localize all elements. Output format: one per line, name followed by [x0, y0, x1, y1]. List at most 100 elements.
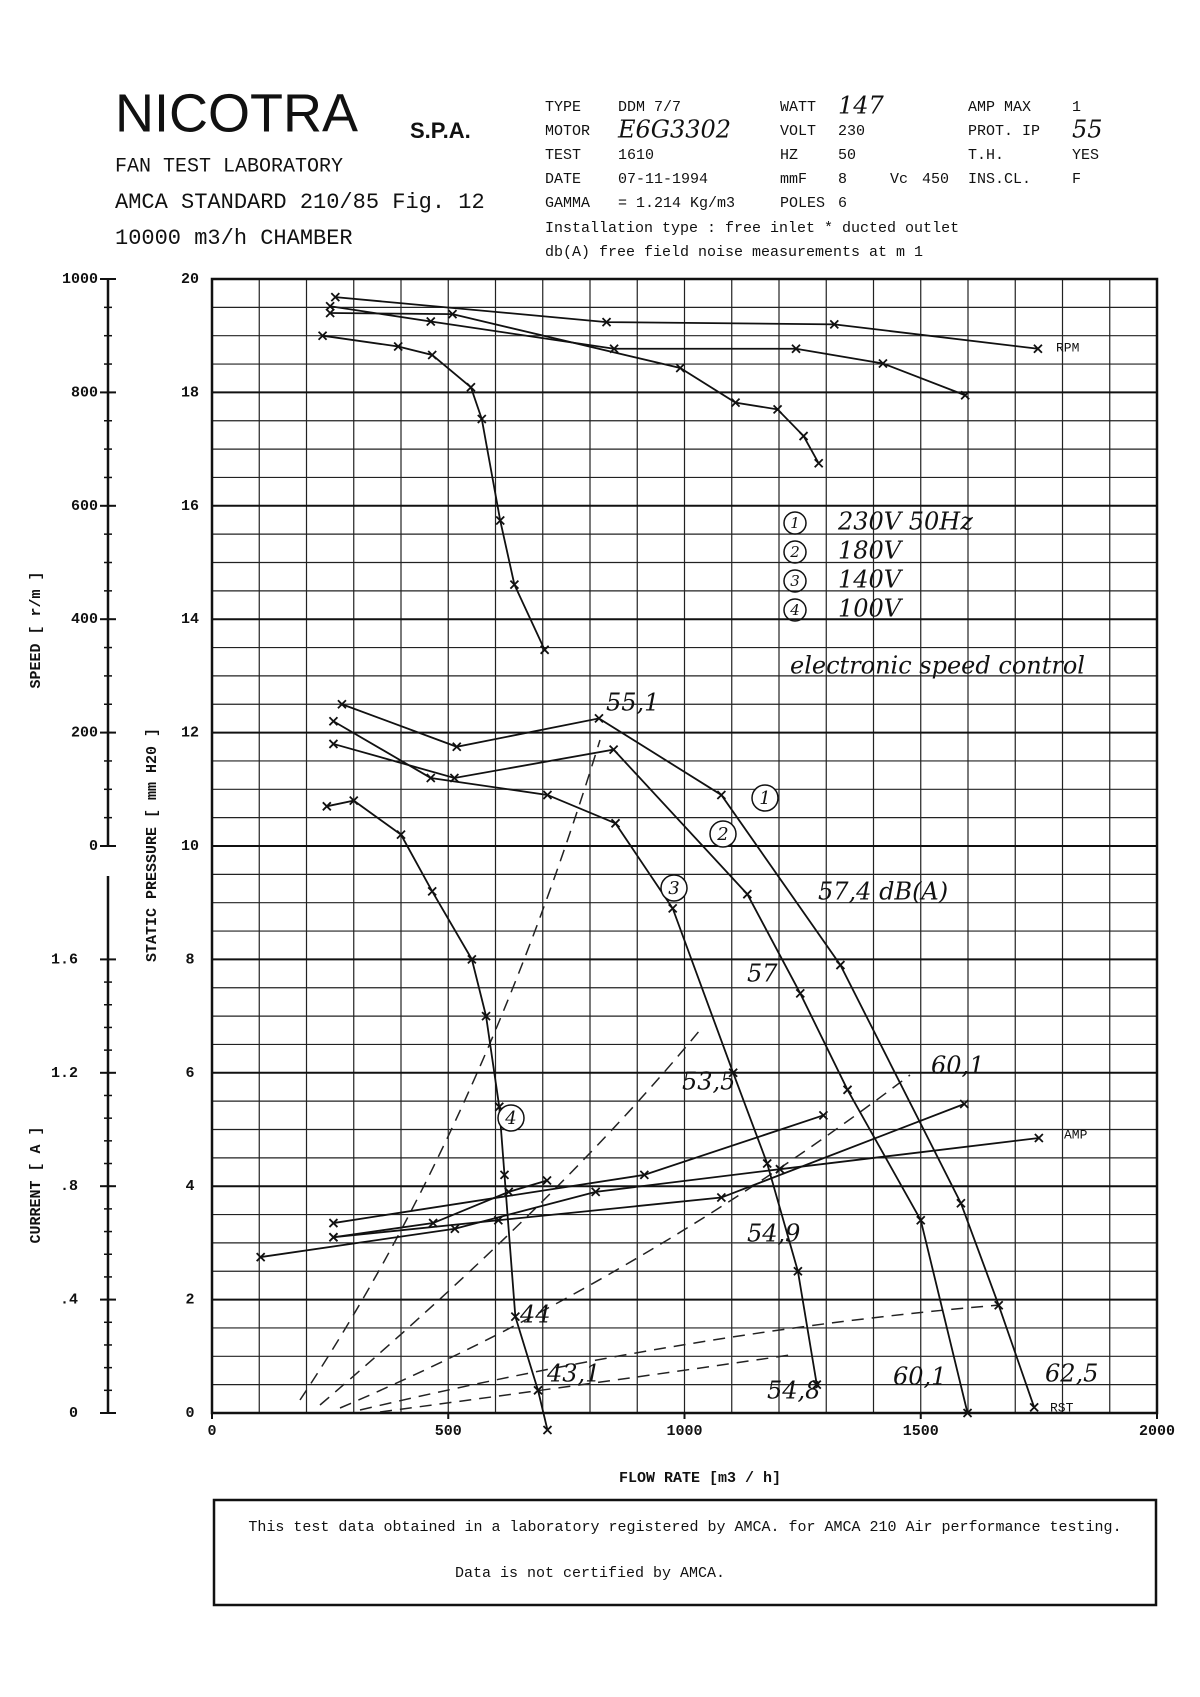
field-label: HZ [780, 147, 798, 164]
curve-marker [751, 784, 779, 812]
point [812, 1380, 822, 1390]
point [328, 1232, 339, 1242]
point [540, 645, 550, 655]
point [349, 796, 359, 806]
point [393, 341, 403, 352]
system-line [379, 1354, 791, 1413]
legend-marker [783, 598, 807, 622]
point [608, 744, 619, 755]
chamber: 10000 m3/h CHAMBER [115, 226, 353, 251]
legend-marker [783, 511, 807, 535]
noise-label: 54,9 [747, 1220, 800, 1248]
noise-system-lines [299, 739, 1001, 1413]
legend-entry: 230V 50Hz [837, 508, 973, 536]
point [842, 1085, 853, 1095]
y3-axis-label: CURRENT [ A ] [28, 1126, 45, 1243]
speed-curve [335, 296, 1039, 350]
y-axis-label: STATIC PRESSURE [ mm H20 ] [144, 728, 161, 962]
field-label: PROT. IP [968, 123, 1040, 140]
curve-marker [497, 1104, 525, 1132]
point [328, 716, 339, 726]
point [330, 292, 340, 302]
footer-box [212, 1498, 1158, 1607]
y2-tick-label: 1000 [62, 271, 98, 288]
point [601, 317, 612, 327]
speed-curve [322, 334, 546, 651]
y3-tick-label: .4 [60, 1292, 78, 1309]
point [499, 1170, 510, 1180]
point [510, 1311, 520, 1322]
curve-label: 1 [759, 788, 770, 809]
y-tick-label: 4 [185, 1178, 194, 1195]
point [994, 1300, 1004, 1310]
point [775, 1164, 785, 1174]
curve-label: 2 [716, 824, 728, 845]
point [542, 1175, 552, 1186]
point [772, 404, 783, 415]
point [730, 397, 741, 408]
y3-tick-label: 1.6 [51, 951, 78, 968]
point [466, 382, 476, 392]
curve-label: 4 [504, 1108, 516, 1129]
x-tick-label: 0 [207, 1423, 216, 1440]
point [450, 1224, 460, 1234]
x-tick-label: 1500 [903, 1423, 939, 1440]
curve-label: 3 [668, 878, 679, 899]
field-label: T.H. [968, 147, 1004, 164]
point [1034, 1133, 1044, 1143]
point [878, 358, 888, 369]
point [256, 1252, 266, 1262]
point [818, 1110, 829, 1120]
legend-entry: 180V [838, 537, 904, 565]
y3-tick-label: 1.2 [51, 1065, 78, 1082]
point [426, 773, 436, 783]
legend-marker [783, 540, 807, 564]
y-tick-label: 18 [181, 384, 199, 401]
noise-note: db(A) free field noise measurements at m… [545, 244, 923, 261]
point [829, 319, 839, 329]
current-curve [333, 1114, 824, 1224]
x-tick-label: 2000 [1139, 1423, 1175, 1440]
field-label: TYPE [545, 99, 581, 116]
field-value: 55 [1072, 116, 1103, 144]
point [328, 1218, 339, 1228]
point [317, 331, 328, 341]
y2-tick-label: 600 [71, 498, 98, 515]
current-curve [260, 1137, 1039, 1258]
y3-tick-label: 0 [69, 1405, 78, 1422]
end-label: RST [1050, 1400, 1074, 1415]
noise-label: 55,1 [606, 689, 659, 717]
noise-label: 44 [519, 1301, 551, 1329]
point [328, 739, 339, 749]
current-curve [333, 1179, 548, 1239]
end-label: RPM [1056, 340, 1079, 355]
point [668, 903, 678, 914]
field-value: DDM 7/7 [618, 99, 681, 116]
system-line [299, 739, 601, 1401]
noise-label: 60,1 [931, 1052, 984, 1080]
point [467, 954, 477, 965]
y-tick-label: 14 [181, 611, 199, 628]
point [716, 790, 726, 800]
point [959, 1099, 969, 1109]
x-tick-label: 500 [435, 1423, 462, 1440]
point [814, 458, 824, 468]
field-value: = 1.214 Kg/m3 [618, 195, 735, 212]
noise-label: 57 [747, 960, 778, 988]
noise-label: 57,4 dB(A) [818, 878, 948, 906]
field-label: MOTOR [545, 123, 590, 140]
point [493, 1215, 503, 1225]
company: NICOTRA [115, 83, 358, 143]
point [594, 713, 604, 724]
legend-marker [783, 569, 807, 593]
company-suffix: S.P.A. [410, 118, 471, 143]
end-label: AMP [1064, 1127, 1088, 1142]
curve-marker [660, 874, 688, 902]
field-label: GAMMA [545, 195, 590, 212]
field-label: INS.CL. [968, 171, 1031, 188]
noise-label: 62,5 [1045, 1360, 1098, 1388]
point [542, 1425, 553, 1435]
field-label: DATE [545, 171, 581, 188]
point [428, 1218, 438, 1228]
